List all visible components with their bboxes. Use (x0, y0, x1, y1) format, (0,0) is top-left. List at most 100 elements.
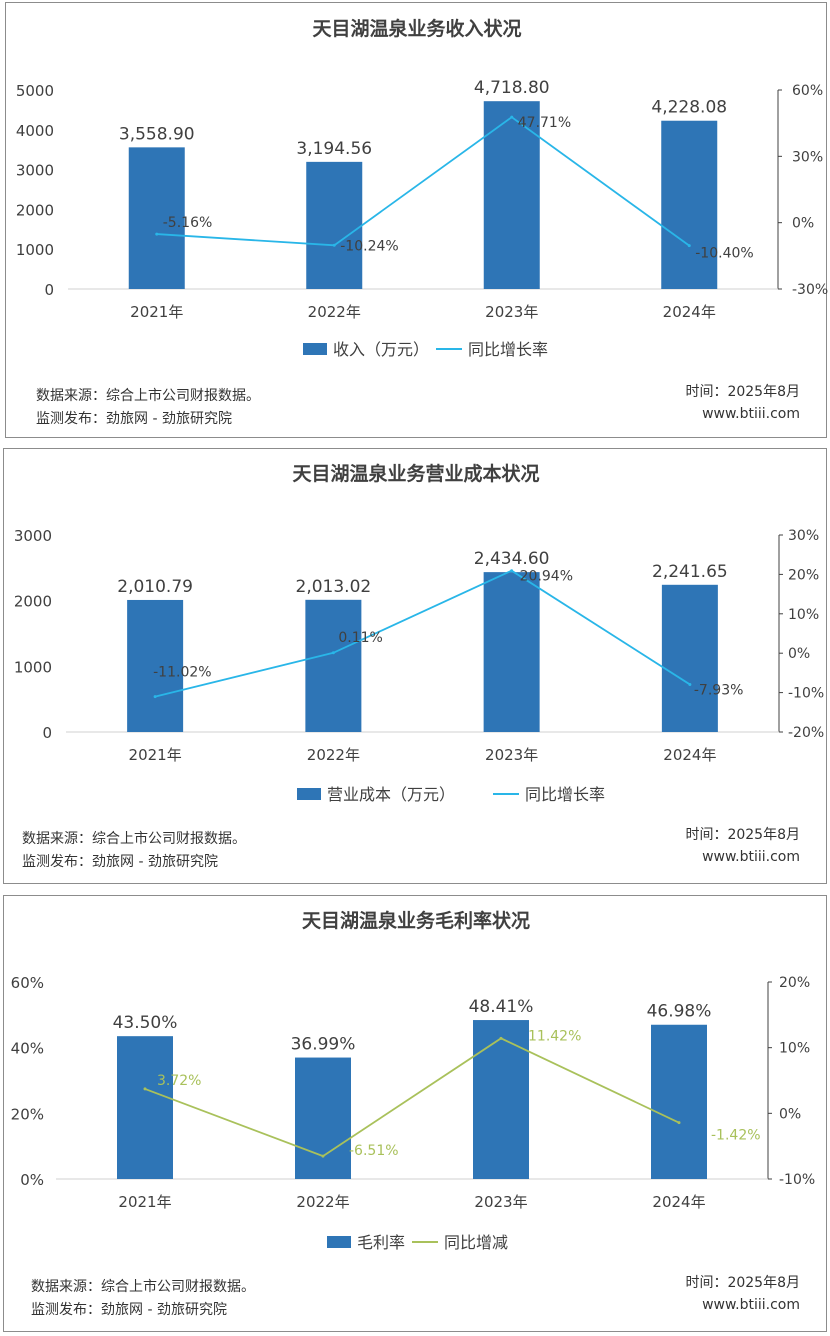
bar-value-label: 3,194.56 (296, 139, 372, 159)
website-url: www.btiii.com (702, 1297, 800, 1313)
legend-bar-label: 毛利率 (357, 1233, 405, 1252)
left-axis-tick-label: 0% (20, 1171, 44, 1189)
x-axis-category-label: 2023年 (485, 746, 538, 764)
growth-rate-label: -10.24% (340, 238, 398, 254)
publisher-note: 监测发布：劲旅网 - 劲旅研究院 (36, 411, 232, 427)
growth-rate-point (510, 115, 514, 119)
bar (661, 584, 718, 732)
legend-line-label: 同比增减 (444, 1233, 508, 1252)
growth-rate-point (687, 244, 691, 248)
bar (295, 1057, 351, 1179)
growth-rate-point (321, 1154, 325, 1158)
margin-chart: 天目湖温泉业务毛利率状况 0% 20% 40% 60% -10% 0% 10% 20% 43.50… (11, 909, 816, 1318)
right-axis-tick-label: 20% (788, 567, 819, 583)
left-axis-tick-label: 40% (11, 1040, 44, 1058)
growth-rate-label: -5.16% (163, 215, 213, 231)
right-axis-tick-label: -10% (779, 1172, 815, 1188)
x-axis-category-label: 2022年 (308, 303, 361, 321)
cost-chart: 天目湖温泉业务营业成本状况 0 1000 2000 3000 -20% -10% 0% 10% 2… (14, 462, 824, 870)
right-axis-tick-label: 30% (792, 149, 823, 165)
growth-rate-label: 11.42% (528, 1028, 581, 1044)
x-axis-category-label: 2021年 (118, 1193, 171, 1211)
bar (483, 101, 540, 289)
left-axis-tick-label: 0 (42, 724, 52, 742)
growth-rate-label: 3.72% (157, 1073, 201, 1089)
left-axis-tick-label: 4000 (16, 122, 54, 140)
bar-value-label: 2,010.79 (117, 577, 193, 597)
legend-bar-swatch (297, 788, 321, 800)
publisher-note: 监测发布：劲旅网 - 劲旅研究院 (22, 854, 218, 870)
cost-chart-panel: 天目湖温泉业务营业成本状况 0 1000 2000 3000 -20% -10% 0% 10% 2… (3, 448, 827, 884)
left-axis-tick-label: 3000 (14, 527, 52, 545)
left-axis-tick-label: 3000 (16, 162, 54, 180)
bar-value-label: 3,558.90 (119, 124, 195, 144)
left-axis-tick-label: 60% (11, 974, 44, 992)
left-axis-tick-label: 0 (44, 281, 54, 299)
growth-rate-point (688, 682, 692, 686)
bar-value-label: 43.50% (113, 1013, 178, 1033)
right-axis-tick-label: 0% (792, 216, 814, 232)
bar-value-label: 2,241.65 (652, 562, 728, 582)
website-url: www.btiii.com (702, 406, 800, 422)
bar (117, 1036, 173, 1179)
x-axis-category-label: 2022年 (296, 1193, 349, 1211)
bar-value-label: 4,228.08 (651, 98, 727, 118)
left-axis-tick-label: 20% (11, 1105, 44, 1123)
growth-rate-point (331, 651, 335, 655)
x-axis-category-label: 2022年 (307, 746, 360, 764)
bar (473, 1020, 529, 1179)
right-axis-tick-label: 30% (788, 528, 819, 544)
growth-rate-line (156, 116, 690, 247)
revenue-chart-panel: 天目湖温泉业务收入状况 0 1000 2000 3000 4000 5000 -30% 0% 30… (5, 2, 828, 438)
bar-value-label: 46.98% (647, 1002, 712, 1022)
right-axis-tick-label: 20% (779, 975, 810, 991)
website-url: www.btiii.com (702, 849, 800, 865)
bar-value-label: 2,434.60 (474, 549, 550, 569)
publish-date: 时间：2025年8月 (685, 1275, 800, 1291)
publish-date: 时间：2025年8月 (685, 384, 800, 400)
right-axis-tick-label: 60% (792, 83, 823, 99)
publish-date: 时间：2025年8月 (685, 827, 800, 843)
x-axis-category-label: 2024年 (663, 746, 716, 764)
revenue-chart: 天目湖温泉业务收入状况 0 1000 2000 3000 4000 5000 -30% 0% 30… (16, 17, 828, 427)
bar (305, 599, 362, 732)
growth-rate-point (510, 569, 514, 573)
x-axis-category-label: 2023年 (485, 303, 538, 321)
chart-title: 天目湖温泉业务收入状况 (312, 17, 521, 40)
growth-rate-label: -6.51% (349, 1143, 399, 1159)
growth-rate-point (499, 1036, 503, 1040)
left-axis-tick-label: 1000 (16, 241, 54, 259)
growth-rate-label: 0.11% (338, 630, 382, 646)
bar (127, 599, 184, 732)
bar (306, 161, 363, 289)
bar (128, 147, 185, 289)
growth-rate-label: -10.40% (695, 246, 753, 262)
legend-line-label: 同比增长率 (468, 340, 548, 359)
bar (651, 1024, 707, 1179)
bar (483, 572, 540, 732)
growth-rate-line (154, 569, 691, 698)
left-axis-tick-label: 2000 (14, 593, 52, 611)
legend-bar-swatch (327, 1236, 351, 1248)
bar-value-label: 36.99% (291, 1035, 356, 1055)
left-axis-tick-label: 5000 (16, 82, 54, 100)
right-axis-tick-label: -30% (792, 282, 828, 298)
x-axis-category-label: 2021年 (129, 746, 182, 764)
x-axis-category-label: 2023年 (474, 1193, 527, 1211)
right-axis-tick-label: -20% (788, 725, 824, 741)
x-axis-category-label: 2024年 (652, 1193, 705, 1211)
growth-rate-label: -1.42% (711, 1128, 761, 1144)
legend-bar-label: 收入（万元） (333, 340, 429, 359)
legend-bar-swatch (303, 343, 327, 355)
bar-value-label: 2,013.02 (296, 577, 372, 597)
growth-rate-label: 20.94% (520, 569, 573, 585)
bar (661, 120, 718, 289)
growth-rate-label: -11.02% (153, 665, 211, 681)
legend-line-label: 同比增长率 (525, 785, 605, 804)
growth-rate-point (332, 243, 336, 247)
right-axis-tick-label: 0% (788, 646, 810, 662)
publisher-note: 监测发布：劲旅网 - 劲旅研究院 (31, 1302, 227, 1318)
growth-rate-point (153, 695, 157, 699)
growth-rate-line (144, 1037, 680, 1158)
growth-rate-point (155, 232, 159, 236)
